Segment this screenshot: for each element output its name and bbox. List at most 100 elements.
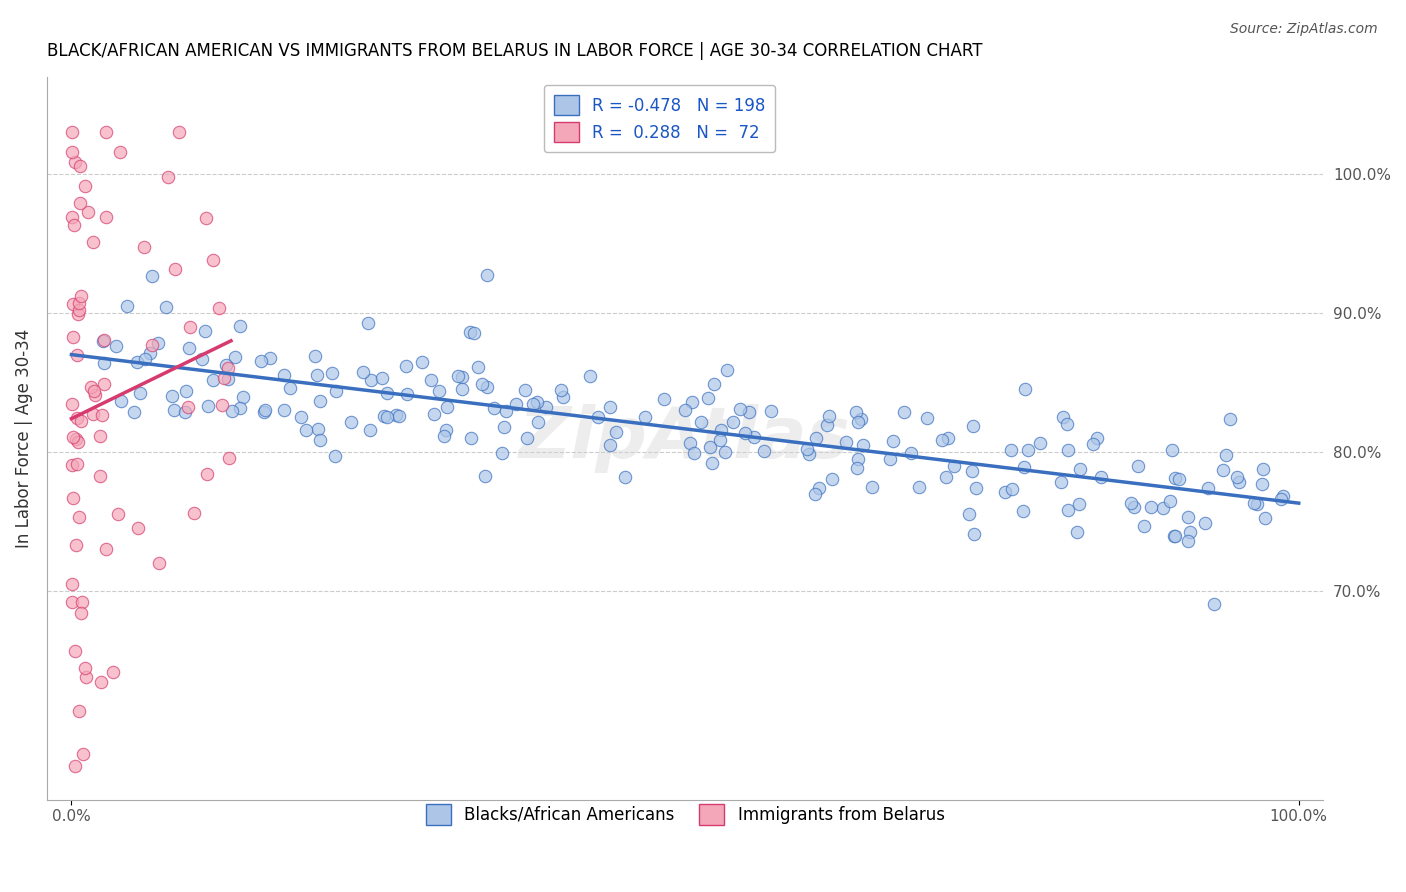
Point [77,205,100,219]
Point [815,418,838,433]
Point [273,368,295,383]
Point [93,376,115,391]
Point [652,392,675,406]
Point [860,480,883,494]
Point [1251,462,1274,476]
Point [163,262,186,277]
Point [451,370,474,384]
Point [93,333,115,347]
Point [375,386,398,401]
Point [605,425,627,439]
Point [321,366,343,380]
Point [371,370,394,384]
Point [396,386,419,401]
Point [157,169,180,184]
Point [683,445,706,459]
Point [436,400,458,414]
Point [217,372,239,386]
Point [357,316,380,330]
Point [960,464,983,478]
Point [586,410,609,425]
Point [385,408,408,422]
Point [66,348,89,362]
Point [1090,470,1112,484]
Point [689,415,711,429]
Point [89,469,111,483]
Point [420,374,443,388]
Point [127,354,149,368]
Point [1049,475,1071,489]
Point [821,472,844,486]
Point [460,431,482,445]
Point [215,358,238,372]
Point [127,521,149,535]
Point [83,384,105,399]
Point [91,334,114,349]
Point [115,300,138,314]
Point [710,423,733,437]
Point [63,155,86,169]
Point [423,407,446,421]
Point [340,415,363,429]
Point [309,393,332,408]
Point [495,404,517,418]
Point [69,509,91,524]
Point [1067,497,1090,511]
Point [107,508,129,522]
Point [721,415,744,429]
Point [273,403,295,417]
Point [63,759,86,773]
Point [229,318,252,333]
Point [1243,496,1265,510]
Point [679,436,702,450]
Point [307,422,329,436]
Point [221,404,243,418]
Point [96,542,118,557]
Point [70,288,93,302]
Point [699,441,721,455]
Point [360,373,382,387]
Point [62,491,84,506]
Point [67,704,90,718]
Point [1229,475,1251,489]
Point [69,159,91,173]
Text: Source: ZipAtlas.com: Source: ZipAtlas.com [1230,22,1378,37]
Point [1052,410,1074,425]
Point [60,577,83,591]
Point [1270,492,1292,507]
Point [194,324,217,338]
Point [599,438,621,452]
Point [738,405,761,419]
Point [1159,494,1181,508]
Point [1168,471,1191,485]
Point [91,408,114,422]
Point [759,403,782,417]
Point [352,365,374,379]
Point [177,341,200,355]
Point [134,351,156,366]
Point [82,235,104,250]
Point [60,595,83,609]
Point [82,407,104,421]
Point [931,433,953,447]
Point [148,556,170,570]
Point [550,383,572,397]
Point [614,470,637,484]
Point [278,381,301,395]
Point [229,401,252,416]
Point [290,410,312,425]
Point [475,379,498,393]
Point [713,445,735,459]
Point [1012,460,1035,475]
Point [162,389,184,403]
Point [851,412,873,426]
Point [174,405,197,419]
Point [734,426,756,441]
Point [599,400,621,414]
Point [1140,500,1163,515]
Point [467,360,489,375]
Point [1251,477,1274,491]
Point [183,506,205,520]
Point [70,595,93,609]
Point [141,269,163,284]
